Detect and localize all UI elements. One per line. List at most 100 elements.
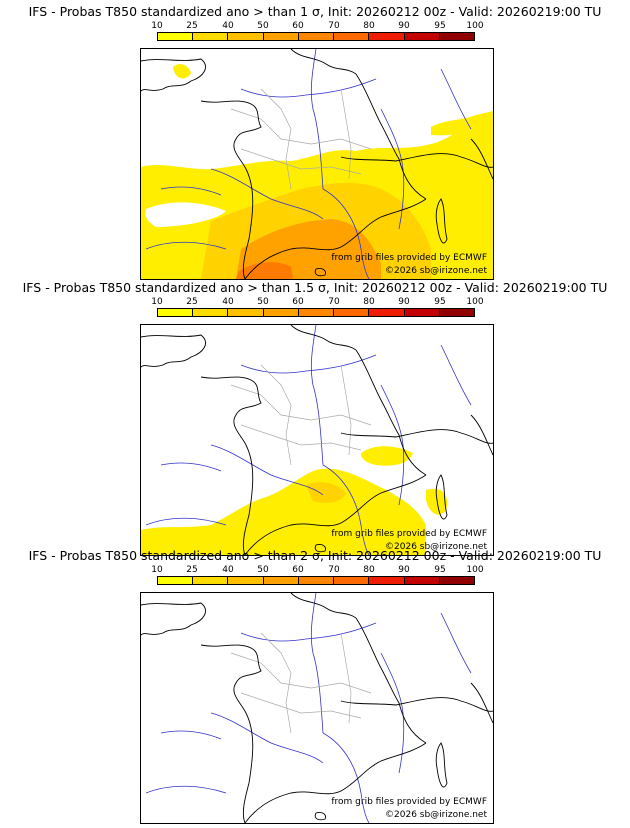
colorbar-segment [193, 577, 229, 584]
copyright-credit: ©2026 sb@irizone.net [385, 542, 487, 552]
colorbar-segment [158, 577, 194, 584]
river [322, 188, 370, 279]
country-border [340, 153, 493, 168]
panel-title: IFS - Probas T850 standardized ano > tha… [28, 548, 602, 563]
coastline [200, 100, 262, 279]
colorbar-tick: 10 [151, 297, 163, 307]
river [440, 612, 472, 674]
colorbar-segment [298, 33, 335, 40]
colorbar-tick: 70 [328, 21, 340, 31]
river [160, 186, 222, 196]
colorbar-segment [158, 309, 194, 316]
admin-border [240, 148, 362, 175]
colorbar-tick: 100 [466, 297, 484, 307]
data-source-credit: from grib files provided by ECMWF [331, 529, 487, 539]
river [310, 325, 324, 466]
colorbar-ticks: 10 25 40 50 60 70 80 90 95 100 [151, 20, 483, 32]
colorbar-segment [369, 33, 405, 40]
map [141, 593, 493, 823]
country-border [355, 349, 427, 476]
colorbar-tick: 90 [398, 21, 410, 31]
admin-border [340, 632, 352, 724]
colorbar-tick: 25 [186, 21, 198, 31]
river [160, 730, 222, 740]
data-source-credit: from grib files provided by ECMWF [331, 797, 487, 807]
colorbar-tick: 10 [151, 565, 163, 575]
river [240, 622, 377, 642]
colorbar-tick: 95 [434, 297, 446, 307]
prob-area-low-nw [173, 64, 191, 79]
probability-fill-layer [141, 446, 448, 555]
data-source-credit: from grib files provided by ECMWF [331, 253, 487, 263]
map [141, 49, 493, 279]
panel-title: IFS - Probas T850 standardized ano > tha… [28, 4, 602, 19]
coastline [141, 334, 206, 368]
colorbar-segment [404, 577, 440, 584]
colorbar-tick: 60 [292, 565, 304, 575]
colorbar-tick: 100 [466, 21, 484, 31]
admin-border [340, 88, 352, 180]
colorbar-tick: 25 [186, 297, 198, 307]
prob-area-low [141, 468, 426, 555]
colorbar-segment [263, 33, 299, 40]
colorbar-tick: 90 [398, 297, 410, 307]
colorbar-segment [334, 577, 370, 584]
country-border [355, 73, 427, 200]
river [145, 241, 227, 250]
colorbar-segment [263, 309, 299, 316]
map [141, 325, 493, 555]
coastline [470, 138, 493, 180]
river [380, 384, 405, 506]
river [440, 68, 472, 130]
coastline [244, 474, 427, 555]
colorbar-ticks: 10 25 40 50 60 70 80 90 95 100 [151, 564, 483, 576]
colorbar-tick: 50 [257, 297, 269, 307]
river [310, 593, 324, 734]
colorbar-tick: 40 [222, 565, 234, 575]
coastline [435, 742, 448, 788]
colorbar-tick: 80 [363, 565, 375, 575]
colorbar-ticks: 10 25 40 50 60 70 80 90 95 100 [151, 296, 483, 308]
coastline [244, 742, 427, 823]
coastline [141, 58, 206, 92]
panel-title: IFS - Probas T850 standardized ano > tha… [22, 280, 608, 295]
colorbar [157, 308, 475, 317]
coastline [314, 268, 326, 277]
river [440, 344, 472, 406]
colorbar-segment [334, 33, 370, 40]
colorbar-segment [369, 309, 405, 316]
admin-border [230, 652, 372, 694]
colorbar-segment [404, 309, 440, 316]
panel-sigma-1: IFS - Probas T850 standardized ano > tha… [0, 4, 630, 280]
colorbar-segment [228, 33, 264, 40]
colorbar-segment [369, 577, 405, 584]
map-frame: from grib files provided by ECMWF ©2026 … [140, 48, 494, 280]
prob-area-low-ne [361, 446, 413, 466]
colorbar-segment [439, 577, 474, 584]
panel-sigma-2: IFS - Probas T850 standardized ano > tha… [0, 548, 630, 824]
river [210, 444, 324, 496]
colorbar-segment [439, 33, 474, 40]
country-border [355, 617, 427, 744]
copyright-credit: ©2026 sb@irizone.net [385, 266, 487, 276]
coastline [435, 198, 448, 244]
river [145, 785, 227, 794]
colorbar-tick: 25 [186, 565, 198, 575]
colorbar-tick: 40 [222, 21, 234, 31]
colorbar-segment [439, 309, 474, 316]
river [160, 462, 222, 472]
colorbar-tick: 80 [363, 21, 375, 31]
coastline [141, 602, 206, 636]
colorbar-tick: 50 [257, 565, 269, 575]
prob-area-max [236, 262, 293, 279]
borders-layer [230, 88, 372, 190]
admin-border [260, 364, 292, 466]
colorbar-tick: 100 [466, 565, 484, 575]
colorbar-tick: 10 [151, 21, 163, 31]
colorbar-segment [298, 309, 335, 316]
river [310, 49, 324, 190]
river [380, 652, 405, 774]
panel-sigma-1-5: IFS - Probas T850 standardized ano > tha… [0, 280, 630, 556]
coastline [244, 198, 427, 279]
colorbar-segment [158, 33, 194, 40]
